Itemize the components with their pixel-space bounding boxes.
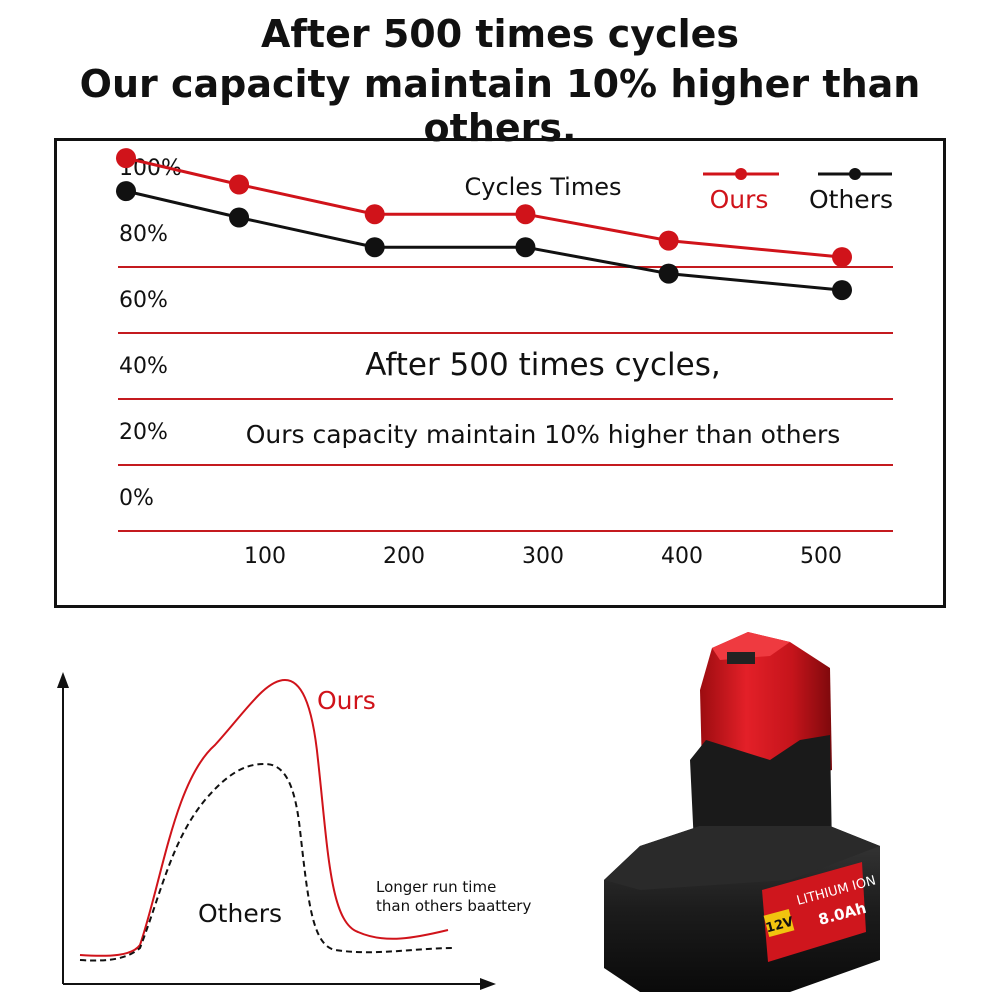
data-point-ours — [116, 148, 136, 169]
chart-title: Cycles Times — [465, 173, 622, 201]
data-point-ours — [229, 174, 250, 195]
legend-others-label: Others — [809, 185, 893, 214]
x-tick-label: 200 — [383, 544, 425, 569]
runtime-others-label: Others — [198, 899, 282, 928]
runtime-ours-label: Ours — [317, 686, 376, 715]
cycles-chart-panel: 100% 80% 60% 40% 20% 0% 100 200 300 400 500 Cycle… — [54, 138, 946, 608]
data-point-others — [832, 280, 852, 301]
y-tick-label: 20% — [119, 420, 168, 445]
battery-voltage-text: 12V — [764, 915, 795, 937]
data-point-others — [229, 207, 250, 228]
headline-line-2: Our capacity maintain 10% higher than ot… — [79, 62, 921, 150]
data-point-ours — [364, 204, 385, 225]
battery-voltage-badge — [763, 909, 795, 937]
y-axis-arrow — [57, 672, 69, 688]
y-tick-label: 80% — [119, 222, 168, 247]
others-runtime-curve — [79, 762, 456, 962]
series-line-others — [125, 189, 843, 292]
x-tick-label: 300 — [522, 544, 564, 569]
legend-ours-marker — [735, 168, 747, 180]
battery-collar — [690, 735, 832, 868]
battery-stem — [700, 632, 832, 785]
data-point-others — [515, 237, 536, 258]
data-point-ours — [832, 247, 852, 268]
annotation-line-2: Ours capacity maintain 10% higher than o… — [246, 420, 841, 449]
x-tick-label: 400 — [661, 544, 703, 569]
headline-line-1: After 500 times cycles — [260, 12, 740, 56]
battery-top-face — [712, 632, 790, 660]
battery-base — [604, 826, 880, 992]
legend-ours-label: Ours — [710, 185, 769, 214]
battery-label — [762, 862, 866, 962]
runtime-note-line-1: Longer run time — [376, 878, 496, 896]
x-tick-label: 500 — [800, 544, 842, 569]
runtime-note-line-2: than others baattery — [376, 897, 531, 915]
battery-label-line-2: 8.0Ah — [816, 899, 868, 929]
data-point-ours — [515, 204, 536, 225]
annotation-line-1: After 500 times cycles, — [365, 347, 721, 383]
data-point-ours — [658, 230, 679, 251]
legend: Ours Others — [703, 168, 893, 214]
data-point-others — [116, 181, 136, 202]
data-point-others — [658, 263, 679, 284]
cycles-chart: 100%80%60%40%20%0% 100 200 300 400 500 Cycle… — [116, 148, 893, 569]
x-tick-label: 100 — [244, 544, 286, 569]
y-tick-label: 0% — [119, 486, 154, 511]
legend-others-marker — [849, 168, 861, 180]
ours-runtime-curve — [79, 678, 449, 957]
battery-label-line-1: LITHIUM ION — [795, 873, 877, 909]
y-tick-label: 60% — [119, 288, 168, 313]
battery-base-top — [604, 826, 880, 890]
battery-contacts — [727, 652, 755, 664]
data-point-others — [364, 237, 385, 258]
y-tick-label: 40% — [119, 354, 168, 379]
x-axis-arrow — [480, 978, 496, 990]
series-line-ours — [125, 156, 843, 259]
